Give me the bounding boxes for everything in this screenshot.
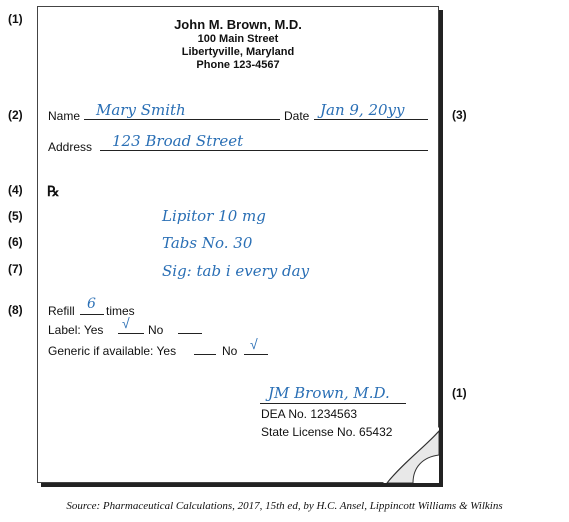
generic-yes-line [194,354,216,355]
marker-7: (7) [8,262,23,276]
dea-number: DEA No. 1234563 [261,407,358,421]
marker-2: (2) [8,108,23,122]
prescriber-street: 100 Main Street [197,33,279,45]
refill-suffix: times [106,304,135,318]
generic-no-line [244,354,268,355]
generic-yes-label: Generic if available: Yes [48,344,177,358]
medication-quantity: Tabs No. 30 [162,234,253,252]
state-license: State License No. 65432 [261,425,393,439]
prescriber-signature: JM Brown, M.D. [268,384,390,402]
refill-line [80,314,104,315]
generic-no-label: No [222,344,238,358]
marker-1-top: (1) [8,12,23,26]
date-label: Date [284,109,310,123]
label-yes-line [118,333,144,334]
label-no-label: No [148,323,164,337]
label-no-line [178,333,202,334]
address-line [100,150,428,151]
marker-3: (3) [452,108,467,122]
generic-no-checkmark: √ [250,336,258,352]
date-line [314,119,428,120]
date-value: Jan 9, 20yy [320,101,405,119]
prescriber-name: John M. Brown, M.D. [174,17,302,32]
name-line [84,119,280,120]
page-curl-icon [383,427,439,483]
medication-sig: Sig: tab i every day [162,262,310,280]
marker-5: (5) [8,209,23,223]
marker-6: (6) [8,235,23,249]
marker-4: (4) [8,183,23,197]
prescription-sheet: John M. Brown, M.D. 100 Main Street Libe… [37,6,439,483]
address-value: 123 Broad Street [112,132,244,150]
rx-symbol: ℞ [47,183,60,199]
source-citation: Source: Pharmaceutical Calculations, 201… [66,500,503,512]
refill-value: 6 [87,296,96,312]
patient-name: Mary Smith [96,101,186,119]
label-yes-label: Label: Yes [48,323,104,337]
name-label: Name [48,109,81,123]
label-yes-checkmark: √ [122,315,130,331]
refill-label: Refill [48,304,75,318]
prescriber-city: Libertyville, Maryland [181,46,295,58]
prescriber-phone: Phone 123-4567 [196,59,280,71]
marker-8: (8) [8,303,23,317]
marker-1-bottom: (1) [452,386,467,400]
medication-drug: Lipitor 10 mg [162,207,266,225]
signature-line [260,403,406,404]
address-label: Address [48,140,93,154]
